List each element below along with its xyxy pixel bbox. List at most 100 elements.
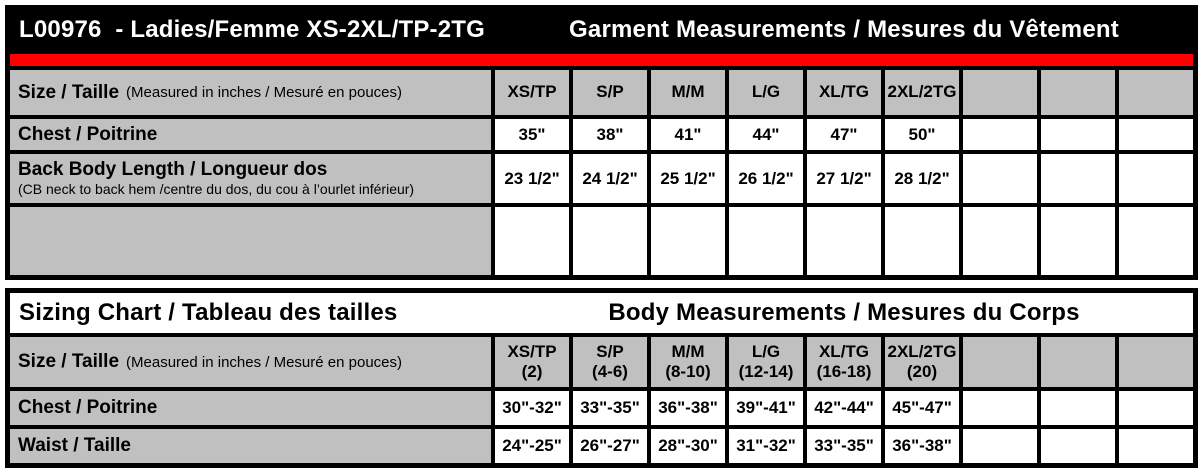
measurement-cell: 31"-32" xyxy=(729,429,803,463)
measurement-cell: 36"-38" xyxy=(885,429,959,463)
col-header-l: L/G xyxy=(729,70,803,115)
measurement-cell: 42"-44" xyxy=(807,391,881,425)
size-code: S/P xyxy=(596,341,624,361)
col-header-m: M/M xyxy=(651,70,725,115)
size-range: (8-10) xyxy=(665,362,711,381)
back-length-row-sublabel: (CB neck to back hem /centre du dos, du … xyxy=(18,180,415,197)
col-header-empty xyxy=(1119,337,1193,387)
measurement-cell: 28 1/2" xyxy=(885,154,959,203)
col-header-empty xyxy=(963,70,1037,115)
size-code: XS/TP xyxy=(507,341,557,361)
measurement-cell: 30"-32" xyxy=(495,391,569,425)
chest-row-label-cell: Chest / Poitrine xyxy=(10,391,491,425)
measurement-cell xyxy=(651,207,725,275)
measurement-cell xyxy=(495,207,569,275)
measurement-cell xyxy=(1041,207,1115,275)
measurement-cell: 33"-35" xyxy=(807,429,881,463)
sizing-chart-title: Sizing Chart / Tableau des tailles xyxy=(19,299,398,326)
measurement-cell: 47" xyxy=(807,119,881,150)
measurement-cell xyxy=(1119,429,1193,463)
measurement-cell xyxy=(963,207,1037,275)
measurement-cell: 24"-25" xyxy=(495,429,569,463)
measurement-cell xyxy=(1119,207,1193,275)
red-accent-stripe xyxy=(10,54,1193,66)
measurement-cell xyxy=(1119,391,1193,425)
col-header-empty xyxy=(1119,70,1193,115)
measurement-cell: 24 1/2" xyxy=(573,154,647,203)
measurement-cell xyxy=(807,207,881,275)
col-header-xs: XS/TP xyxy=(495,70,569,115)
measurement-cell: 36"-38" xyxy=(651,391,725,425)
measurement-cell xyxy=(1041,429,1115,463)
measurement-cell: 41" xyxy=(651,119,725,150)
measurement-cell: 27 1/2" xyxy=(807,154,881,203)
measurement-cell: 23 1/2" xyxy=(495,154,569,203)
measurement-cell: 44" xyxy=(729,119,803,150)
col-header-xl: XL/TG xyxy=(807,70,881,115)
waist-row-label-cell: Waist / Taille xyxy=(10,429,491,463)
measurement-cell: 28"-30" xyxy=(651,429,725,463)
body-section-title: Body Measurements / Mesures du Corps xyxy=(608,299,1080,326)
measurement-cell xyxy=(963,119,1037,150)
size-units-note: (Measured in inches / Mesuré en pouces) xyxy=(126,84,403,101)
size-code: 2XL/2TG xyxy=(887,341,957,361)
col-header-l: L/G (12-14) xyxy=(729,337,803,387)
size-code: XL/TG xyxy=(818,341,870,361)
garment-size-header-label-cell: Size / Taille (Measured in inches / Mesu… xyxy=(10,70,491,115)
size-code: M/M xyxy=(671,341,705,361)
garment-measurements-table: L00976 - Ladies/Femme XS-2XL/TP-2TG Garm… xyxy=(5,5,1198,280)
measurement-cell: 35" xyxy=(495,119,569,150)
measurement-cell: 33"-35" xyxy=(573,391,647,425)
col-header-2xl: 2XL/2TG (20) xyxy=(885,337,959,387)
back-length-row-label-cell: Back Body Length / Longueur dos (CB neck… xyxy=(10,154,491,203)
col-header-empty xyxy=(963,337,1037,387)
size-range: (12-14) xyxy=(738,362,794,381)
measurement-cell xyxy=(1119,154,1193,203)
measurement-cell xyxy=(1041,391,1115,425)
size-label: Size / Taille xyxy=(18,351,120,372)
size-range: (2) xyxy=(521,362,543,381)
col-header-empty xyxy=(1041,337,1115,387)
chest-row-label-cell: Chest / Poitrine xyxy=(10,119,491,150)
col-header-s: S/P xyxy=(573,70,647,115)
measurement-cell xyxy=(1119,119,1193,150)
size-label: Size / Taille xyxy=(18,81,120,103)
sizing-table-header-bar: Sizing Chart / Tableau des tailles Body … xyxy=(10,293,1193,333)
chest-row-label: Chest / Poitrine xyxy=(18,397,158,418)
size-range: (16-18) xyxy=(816,362,872,381)
measurement-cell: 38" xyxy=(573,119,647,150)
col-header-empty xyxy=(1041,70,1115,115)
empty-row-label-cell xyxy=(10,207,491,275)
garment-table-header-bar: L00976 - Ladies/Femme XS-2XL/TP-2TG Garm… xyxy=(10,10,1193,50)
size-range: (20) xyxy=(906,362,938,381)
col-header-xl: XL/TG (16-18) xyxy=(807,337,881,387)
garment-section-title: Garment Measurements / Mesures du Vêteme… xyxy=(569,16,1119,43)
size-range: (4-6) xyxy=(592,362,628,381)
body-size-header-label-cell: Size / Taille (Measured in inches / Mesu… xyxy=(10,337,491,387)
measurement-cell xyxy=(963,154,1037,203)
product-code-title: L00976 - Ladies/Femme XS-2XL/TP-2TG xyxy=(19,16,486,43)
size-units-note: (Measured in inches / Mesuré en pouces) xyxy=(126,353,403,371)
measurement-cell xyxy=(963,391,1037,425)
measurement-cell xyxy=(1041,154,1115,203)
back-length-row-label: Back Body Length / Longueur dos xyxy=(18,158,328,180)
chest-row-label: Chest / Poitrine xyxy=(18,123,158,145)
col-header-2xl: 2XL/2TG xyxy=(885,70,959,115)
measurement-cell: 25 1/2" xyxy=(651,154,725,203)
measurement-cell: 39"-41" xyxy=(729,391,803,425)
measurement-cell xyxy=(885,207,959,275)
body-measurements-table: Sizing Chart / Tableau des tailles Body … xyxy=(5,288,1198,468)
measurement-cell: 50" xyxy=(885,119,959,150)
measurement-cell xyxy=(1041,119,1115,150)
col-header-m: M/M (8-10) xyxy=(651,337,725,387)
size-code: L/G xyxy=(751,341,781,361)
waist-row-label: Waist / Taille xyxy=(18,435,131,456)
measurement-cell xyxy=(573,207,647,275)
measurement-cell: 45"-47" xyxy=(885,391,959,425)
col-header-xs: XS/TP (2) xyxy=(495,337,569,387)
col-header-s: S/P (4-6) xyxy=(573,337,647,387)
measurement-cell: 26 1/2" xyxy=(729,154,803,203)
measurement-cell xyxy=(963,429,1037,463)
measurement-cell: 26"-27" xyxy=(573,429,647,463)
